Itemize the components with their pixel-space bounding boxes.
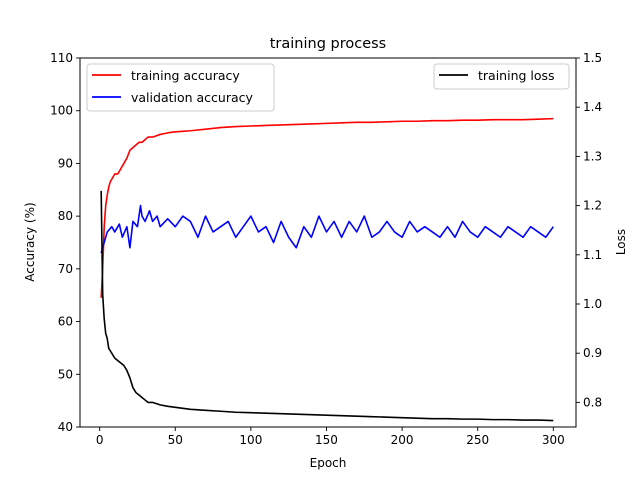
x-tick-label: 250: [466, 433, 489, 447]
x-tick-label: 50: [168, 433, 183, 447]
left-y-axis-ticks: 40 50 60 70 80 90 100 110: [50, 51, 80, 434]
series-line-training-accuracy: [100, 117, 554, 298]
right-y-tick-label: 0.8: [583, 395, 602, 409]
x-axis-title: Epoch: [310, 456, 347, 470]
right-y-tick-label: 0.9: [583, 346, 602, 360]
x-tick-label: 100: [239, 433, 262, 447]
legend-right: training loss: [433, 63, 570, 90]
left-y-tick-label: 70: [58, 262, 73, 276]
x-axis-ticks: 0 50 100 150 200 250 300: [96, 427, 565, 447]
x-tick-label: 150: [315, 433, 338, 447]
plot-frame: [79, 57, 577, 428]
legend-label-training-loss: training loss: [478, 68, 555, 83]
series-line-validation-accuracy: [100, 204, 554, 254]
x-tick-label: 300: [542, 433, 565, 447]
left-y-tick-label: 60: [58, 315, 73, 329]
left-y-tick-label: 80: [58, 209, 73, 223]
legend-right-frame: [433, 63, 570, 90]
x-tick-label: 0: [96, 433, 104, 447]
left-y-tick-label: 50: [58, 367, 73, 381]
legend-label-validation-accuracy: validation accuracy: [131, 90, 254, 105]
legend-label-training-accuracy: training accuracy: [131, 68, 240, 83]
right-y-axis-ticks: 0.8 0.9 1.0 1.1 1.2 1.3 1.4 1.5: [576, 51, 602, 409]
left-y-tick-label: 40: [58, 420, 73, 434]
left-y-axis-title: Accuracy (%): [23, 202, 37, 281]
x-tick-label: 200: [391, 433, 414, 447]
right-y-tick-label: 1.4: [583, 100, 602, 114]
right-y-tick-label: 1.1: [583, 248, 602, 262]
series-layer: [100, 117, 554, 422]
right-y-tick-label: 1.5: [583, 51, 602, 65]
chart-title: training process: [270, 36, 387, 52]
right-y-tick-label: 1.0: [583, 297, 602, 311]
legend-left-frame: [86, 63, 275, 112]
left-y-tick-label: 90: [58, 156, 73, 170]
left-y-tick-label: 100: [50, 104, 73, 118]
right-y-tick-label: 1.3: [583, 149, 602, 163]
right-y-axis-title: Loss: [614, 229, 628, 255]
series-line-training-loss: [100, 190, 554, 422]
left-y-tick-label: 110: [50, 51, 73, 65]
legend-left: training accuracy validation accuracy: [86, 63, 275, 112]
right-y-tick-label: 1.2: [583, 199, 602, 213]
